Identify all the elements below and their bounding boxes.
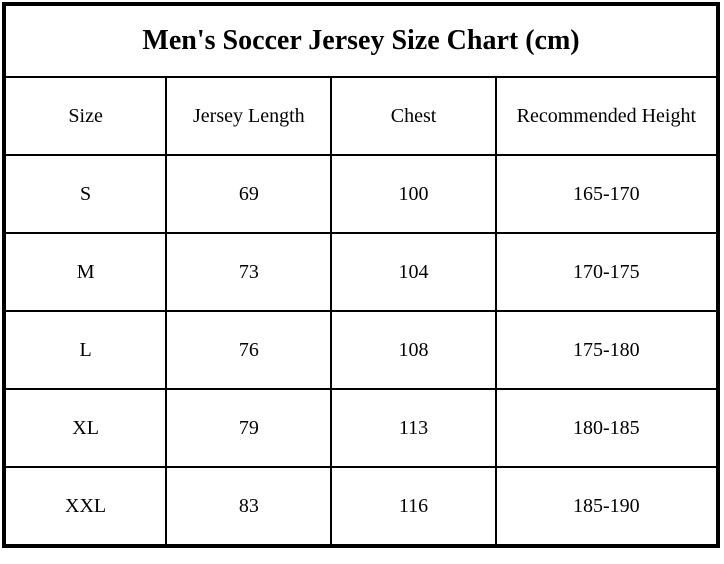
cell-size: L bbox=[2, 310, 168, 390]
cell-recommended-height: 165-170 bbox=[494, 154, 720, 234]
cell-size: XL bbox=[2, 388, 168, 468]
table-row-xl: XL 79 113 180-185 bbox=[2, 388, 720, 468]
column-header-recommended-height: Recommended Height bbox=[494, 76, 720, 156]
table-row-s: S 69 100 165-170 bbox=[2, 154, 720, 234]
cell-chest: 100 bbox=[330, 154, 497, 234]
cell-recommended-height: 175-180 bbox=[494, 310, 720, 390]
cell-size: XXL bbox=[2, 466, 168, 547]
cell-chest: 116 bbox=[330, 466, 497, 547]
title-row: Men's Soccer Jersey Size Chart (cm) bbox=[3, 3, 719, 78]
cell-size: M bbox=[2, 232, 168, 312]
cell-recommended-height: 185-190 bbox=[494, 466, 720, 547]
table-row-l: L 76 108 175-180 bbox=[2, 310, 720, 390]
chart-title: Men's Soccer Jersey Size Chart (cm) bbox=[3, 3, 719, 78]
cell-chest: 108 bbox=[330, 310, 497, 390]
cell-size: S bbox=[2, 154, 168, 234]
cell-recommended-height: 180-185 bbox=[494, 388, 720, 468]
header-row: Size Jersey Length Chest Recommended Hei… bbox=[2, 76, 720, 156]
cell-jersey-length: 83 bbox=[165, 466, 333, 547]
size-chart-table: Men's Soccer Jersey Size Chart (cm) Size… bbox=[2, 2, 720, 548]
cell-chest: 113 bbox=[330, 388, 497, 468]
column-header-chest: Chest bbox=[330, 76, 497, 156]
cell-jersey-length: 73 bbox=[165, 232, 333, 312]
cell-recommended-height: 170-175 bbox=[494, 232, 720, 312]
cell-chest: 104 bbox=[330, 232, 497, 312]
table-row-xxl: XXL 83 116 185-190 bbox=[2, 466, 720, 547]
cell-jersey-length: 76 bbox=[165, 310, 333, 390]
cell-jersey-length: 79 bbox=[165, 388, 333, 468]
cell-jersey-length: 69 bbox=[165, 154, 333, 234]
column-header-jersey-length: Jersey Length bbox=[165, 76, 333, 156]
table-row-m: M 73 104 170-175 bbox=[2, 232, 720, 312]
column-header-size: Size bbox=[2, 76, 168, 156]
